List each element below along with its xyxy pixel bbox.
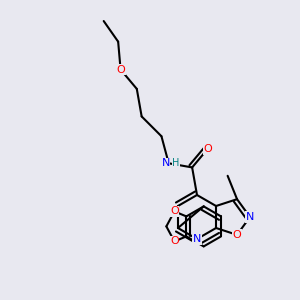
Text: O: O <box>203 144 212 154</box>
Text: O: O <box>116 64 125 75</box>
Text: O: O <box>170 206 179 216</box>
Text: O: O <box>170 236 179 246</box>
Text: N: N <box>193 234 201 244</box>
Text: O: O <box>232 230 242 240</box>
Text: N: N <box>246 212 254 222</box>
Text: N: N <box>161 158 170 168</box>
Text: H: H <box>172 158 179 168</box>
